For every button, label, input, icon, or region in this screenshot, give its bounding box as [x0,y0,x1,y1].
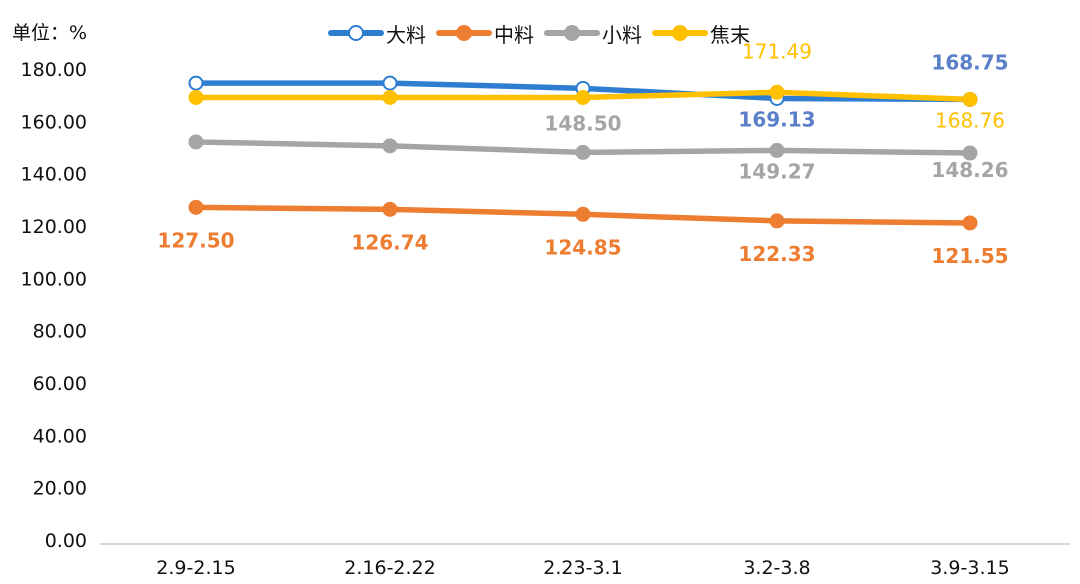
legend-label-1: 中料 [494,22,534,47]
y-tick-label-2: 40.00 [33,425,87,447]
y-tick-label-1: 20.00 [33,478,87,500]
y-tick-label-6: 120.00 [21,216,87,238]
y-tick-label-9: 180.00 [21,59,87,81]
data-label-s0-4: 168.75 [931,50,1008,74]
data-label-s3-3: 171.49 [742,39,812,63]
legend-item-2: 小料 [544,19,642,48]
y-tick-label-4: 80.00 [33,321,87,343]
y-tick-label-0: 0.00 [45,530,87,552]
series-3-point-4 [962,91,978,107]
data-label-s1-2: 124.85 [544,235,621,259]
legend-label-2: 小料 [602,22,642,47]
series-2-point-0 [188,134,204,150]
series-1-point-0 [188,199,204,215]
data-label-s2-4: 148.26 [931,158,1008,182]
y-tick-label-7: 140.00 [21,164,87,186]
data-label-s2-3: 149.27 [738,159,815,183]
series-0-point-1 [382,75,398,91]
chart-legend: 大料 中料 小料 焦末 [328,19,750,48]
legend-label-0: 大料 [386,22,426,47]
legend-item-1: 中料 [436,19,534,48]
legend-swatch-0 [328,22,384,44]
data-label-s3-4: 168.76 [935,108,1005,132]
legend-item-0: 大料 [328,19,426,48]
data-label-s2-2: 148.50 [544,111,621,135]
data-label-s0-3: 169.13 [738,107,815,131]
series-1-point-2 [575,206,591,222]
series-3-point-3 [769,84,785,100]
series-2-point-3 [769,142,785,158]
legend-marker-0 [348,25,364,41]
series-1-point-4 [962,215,978,231]
series-1-point-1 [382,201,398,217]
series-3-point-1 [382,89,398,105]
y-tick-label-3: 60.00 [33,373,87,395]
series-0-point-0 [188,75,204,91]
unit-label: 单位：% [12,22,88,44]
series-1-point-3 [769,213,785,229]
series-3-point-0 [188,89,204,105]
data-label-s1-3: 122.33 [738,242,815,266]
series-2-point-4 [962,145,978,161]
series-3-point-2 [575,89,591,105]
legend-swatch-2 [544,22,600,44]
legend-marker-3 [672,25,688,41]
legend-marker-1 [456,25,472,41]
x-tick-label-2: 2.23-3.1 [543,557,622,579]
y-tick-label-8: 160.00 [21,111,87,133]
series-2-point-2 [575,144,591,160]
y-tick-label-5: 100.00 [21,268,87,290]
x-tick-label-4: 3.9-3.15 [930,557,1009,579]
x-tick-label-1: 2.16-2.22 [344,557,435,579]
legend-swatch-3 [652,22,708,44]
x-tick-label-3: 3.2-3.8 [743,557,810,579]
legend-item-3: 焦末 [652,19,750,48]
legend-marker-2 [564,25,580,41]
x-tick-label-0: 2.9-2.15 [156,557,235,579]
series-2-point-1 [382,138,398,154]
data-label-s1-0: 127.50 [157,228,234,252]
data-label-s1-4: 121.55 [931,244,1008,268]
data-label-s1-1: 126.74 [351,230,428,254]
legend-label-3: 焦末 [710,22,750,47]
legend-swatch-1 [436,22,492,44]
